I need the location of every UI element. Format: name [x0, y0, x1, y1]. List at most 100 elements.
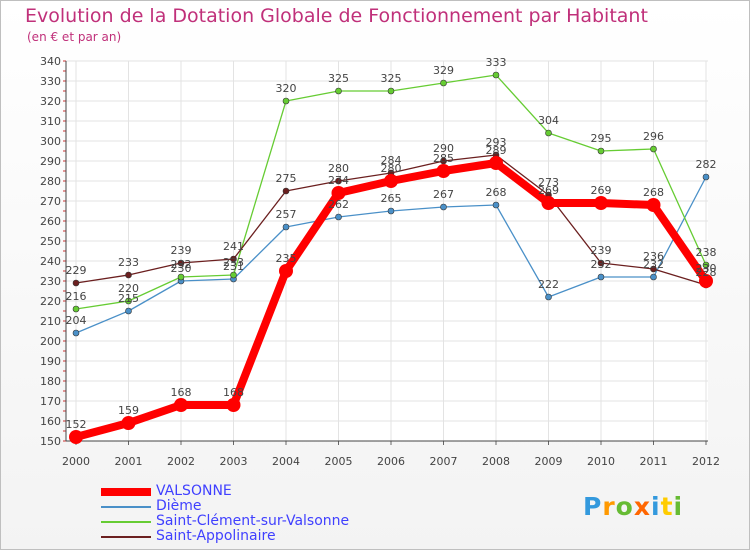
data-point — [125, 297, 132, 305]
data-point — [541, 196, 556, 210]
y-tick-label: 220 — [40, 295, 61, 308]
data-point — [545, 293, 552, 301]
x-tick-label: 2002 — [167, 455, 195, 468]
data-label: 296 — [643, 130, 664, 143]
legend-swatch — [101, 488, 151, 496]
data-point — [72, 305, 80, 313]
data-label: 295 — [591, 132, 612, 145]
data-point — [125, 307, 132, 315]
data-label: 232 — [171, 258, 192, 271]
x-tick-label: 2011 — [640, 455, 668, 468]
y-tick-label: 200 — [40, 335, 61, 348]
data-label: 168 — [223, 386, 244, 399]
data-label: 268 — [643, 186, 664, 199]
data-label: 232 — [643, 258, 664, 271]
data-label: 152 — [66, 418, 87, 431]
y-tick-label: 150 — [40, 435, 61, 448]
data-label: 241 — [223, 240, 244, 253]
data-label: 304 — [538, 114, 559, 127]
data-label: 275 — [276, 172, 297, 185]
data-point — [72, 279, 80, 287]
y-tick-label: 240 — [40, 255, 61, 268]
data-label: 222 — [538, 278, 559, 291]
data-label: 230 — [171, 262, 192, 275]
data-label: 230 — [696, 262, 717, 275]
data-point — [650, 273, 657, 281]
data-point — [72, 329, 80, 337]
y-tick-label: 230 — [40, 275, 61, 288]
data-point — [335, 213, 342, 221]
data-point — [331, 186, 346, 200]
y-tick-label: 190 — [40, 355, 61, 368]
data-point — [545, 129, 552, 137]
data-point — [230, 271, 237, 279]
data-label: 239 — [591, 244, 612, 257]
data-label: 257 — [276, 208, 297, 221]
data-label: 320 — [276, 82, 297, 95]
data-label: 284 — [381, 154, 402, 167]
data-point — [69, 430, 83, 444]
data-point — [492, 201, 500, 209]
data-label: 269 — [538, 184, 559, 197]
data-point — [230, 255, 237, 263]
x-tick-label: 2005 — [325, 455, 353, 468]
data-point — [387, 87, 395, 95]
y-tick-label: 310 — [40, 115, 61, 128]
y-tick-label: 340 — [40, 55, 61, 68]
data-point — [702, 261, 710, 269]
data-label: 215 — [118, 292, 139, 305]
x-tick-label: 2004 — [272, 455, 300, 468]
data-point — [125, 271, 132, 279]
data-point — [335, 177, 342, 185]
data-point — [597, 147, 605, 155]
data-label: 329 — [433, 64, 454, 77]
data-point — [597, 259, 605, 267]
data-point — [436, 164, 451, 178]
legend-label: Saint-Appolinaire — [156, 528, 276, 544]
data-label: 282 — [696, 158, 717, 171]
y-tick-label: 330 — [40, 75, 61, 88]
data-point — [699, 274, 713, 288]
data-point — [492, 71, 500, 79]
legend-swatch — [101, 521, 151, 523]
data-label: 274 — [328, 174, 349, 187]
data-point — [594, 196, 608, 210]
y-tick-label: 260 — [40, 215, 61, 228]
legend-label: Dième — [156, 498, 202, 514]
data-point — [597, 273, 605, 281]
data-point — [174, 398, 188, 412]
x-tick-label: 2007 — [430, 455, 458, 468]
data-point — [282, 223, 290, 231]
data-point — [646, 198, 661, 212]
data-label: 233 — [118, 256, 139, 269]
data-label: 229 — [66, 264, 87, 277]
data-label: 268 — [486, 186, 507, 199]
data-point — [335, 87, 342, 95]
y-tick-label: 170 — [40, 395, 61, 408]
data-label: 265 — [381, 192, 402, 205]
data-point — [279, 264, 293, 278]
data-point — [440, 203, 447, 211]
data-label: 333 — [486, 56, 507, 69]
legend-label: Saint-Clément-sur-Valsonne — [156, 513, 350, 529]
y-tick-label: 270 — [40, 195, 61, 208]
data-point — [226, 398, 241, 412]
data-label: 273 — [538, 176, 559, 189]
y-tick-label: 250 — [40, 235, 61, 248]
data-label: 285 — [433, 152, 454, 165]
chart-subtitle: (en € et par an) — [27, 30, 122, 44]
data-label: 325 — [328, 72, 349, 85]
data-label: 204 — [66, 314, 87, 327]
y-tick-label: 280 — [40, 175, 61, 188]
y-tick-label: 180 — [40, 375, 61, 388]
x-tick-label: 2001 — [115, 455, 143, 468]
x-tick-label: 2008 — [482, 455, 510, 468]
x-tick-label: 2000 — [62, 455, 90, 468]
y-tick-label: 290 — [40, 155, 61, 168]
data-label: 220 — [118, 282, 139, 295]
x-tick-label: 2010 — [587, 455, 615, 468]
data-label: 231 — [223, 260, 244, 273]
data-point — [282, 97, 290, 105]
data-label: 267 — [433, 188, 454, 201]
